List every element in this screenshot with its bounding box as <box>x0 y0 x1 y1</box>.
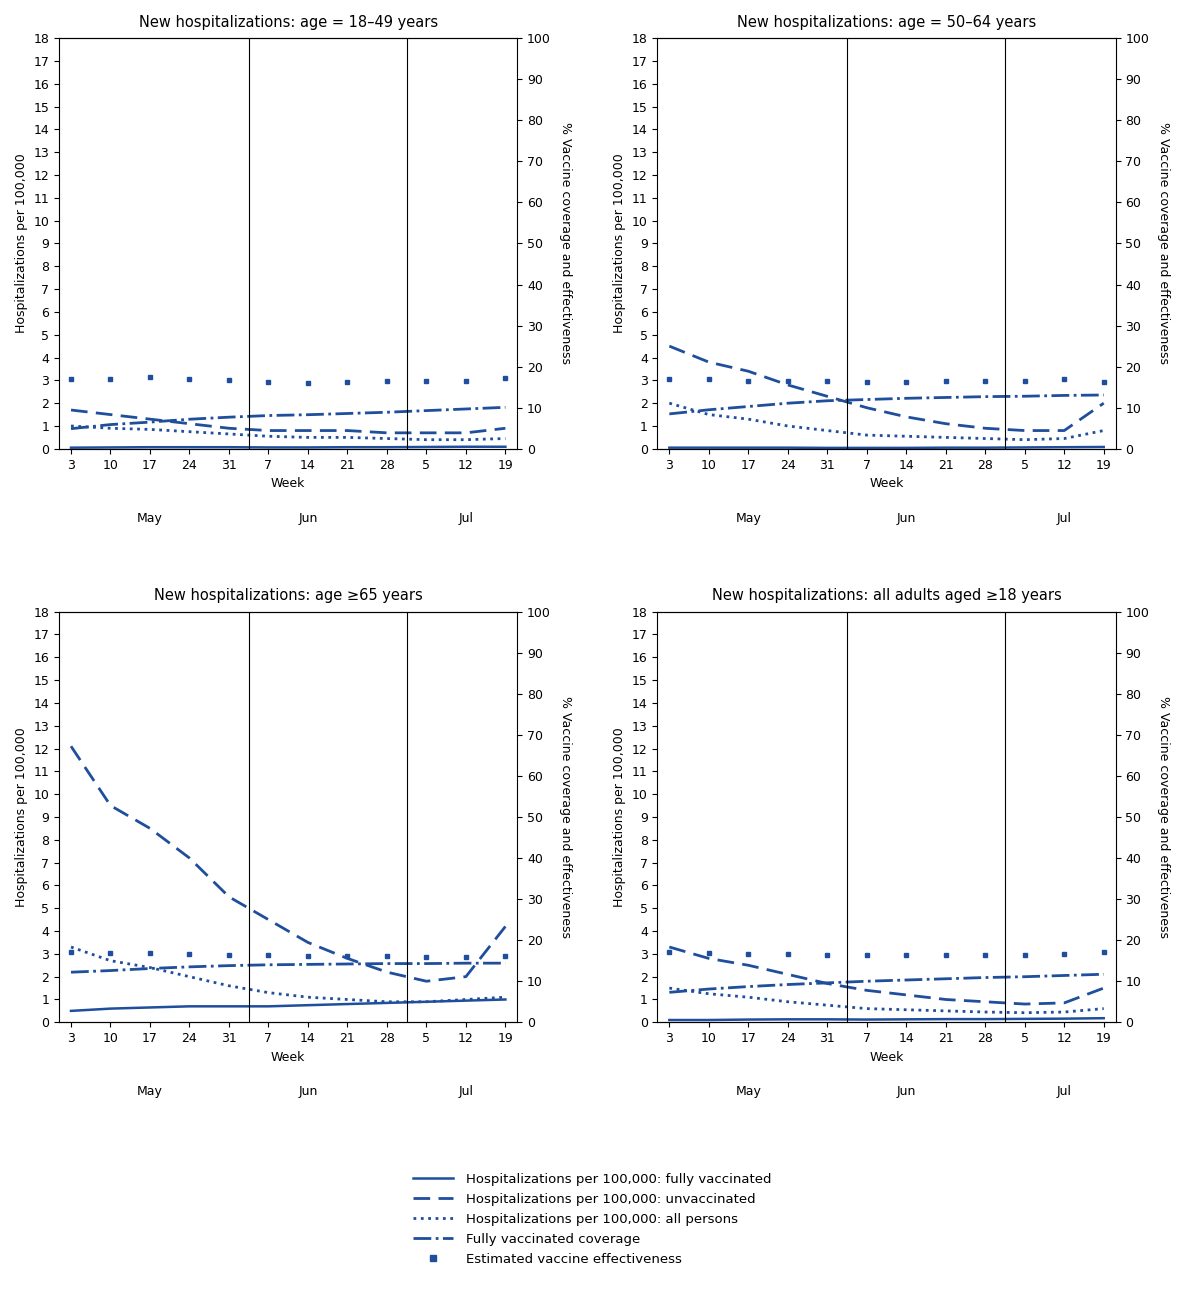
Text: Jun: Jun <box>897 1085 916 1098</box>
Title: New hospitalizations: all adults aged ≥18 years: New hospitalizations: all adults aged ≥1… <box>712 588 1062 604</box>
Y-axis label: Hospitalizations per 100,000: Hospitalizations per 100,000 <box>614 728 627 906</box>
Text: May: May <box>736 511 761 524</box>
X-axis label: Week: Week <box>271 477 306 490</box>
Title: New hospitalizations: age = 50–64 years: New hospitalizations: age = 50–64 years <box>737 16 1036 30</box>
Text: Jul: Jul <box>459 1085 473 1098</box>
Y-axis label: % Vaccine coverage and effectiveness: % Vaccine coverage and effectiveness <box>558 123 571 364</box>
Text: Jul: Jul <box>1057 1085 1071 1098</box>
Legend: Hospitalizations per 100,000: fully vaccinated, Hospitalizations per 100,000: un: Hospitalizations per 100,000: fully vacc… <box>408 1167 777 1271</box>
X-axis label: Week: Week <box>870 1051 904 1064</box>
Title: New hospitalizations: age = 18–49 years: New hospitalizations: age = 18–49 years <box>139 16 437 30</box>
X-axis label: Week: Week <box>271 1051 306 1064</box>
Y-axis label: % Vaccine coverage and effectiveness: % Vaccine coverage and effectiveness <box>1157 123 1170 364</box>
Text: Jun: Jun <box>897 511 916 524</box>
X-axis label: Week: Week <box>870 477 904 490</box>
Text: May: May <box>137 511 162 524</box>
Title: New hospitalizations: age ≥65 years: New hospitalizations: age ≥65 years <box>154 588 423 604</box>
Text: Jun: Jun <box>299 1085 318 1098</box>
Text: Jun: Jun <box>299 511 318 524</box>
Y-axis label: Hospitalizations per 100,000: Hospitalizations per 100,000 <box>15 728 28 906</box>
Text: May: May <box>736 1085 761 1098</box>
Y-axis label: % Vaccine coverage and effectiveness: % Vaccine coverage and effectiveness <box>1157 696 1170 938</box>
Y-axis label: Hospitalizations per 100,000: Hospitalizations per 100,000 <box>15 154 28 334</box>
Text: Jul: Jul <box>459 511 473 524</box>
Y-axis label: % Vaccine coverage and effectiveness: % Vaccine coverage and effectiveness <box>558 696 571 938</box>
Y-axis label: Hospitalizations per 100,000: Hospitalizations per 100,000 <box>614 154 627 334</box>
Text: Jul: Jul <box>1057 511 1071 524</box>
Text: May: May <box>137 1085 162 1098</box>
